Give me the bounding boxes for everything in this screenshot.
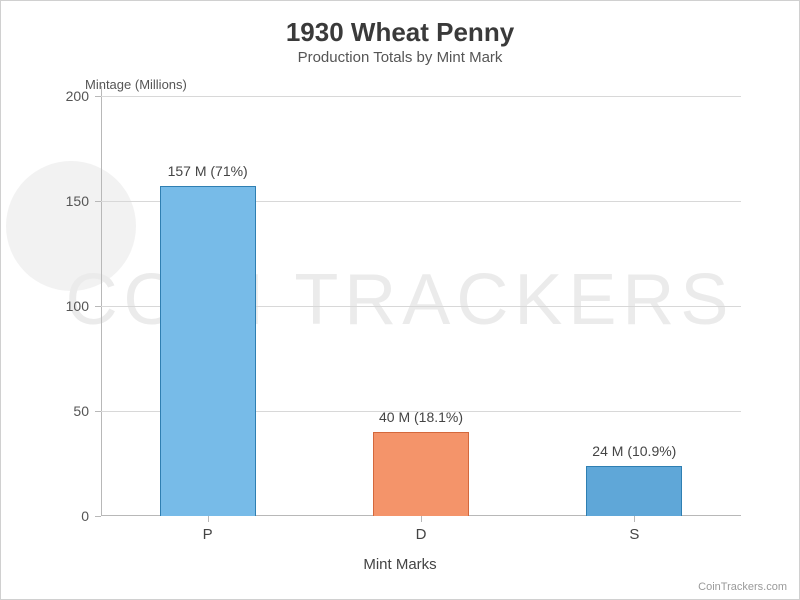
x-tick (421, 516, 422, 522)
gridline (101, 96, 741, 97)
y-tick-label: 0 (81, 508, 89, 524)
bar-label: 157 M (71%) (168, 163, 248, 179)
bar-p: 157 M (71%) (160, 186, 256, 516)
y-tick (95, 306, 101, 307)
x-axis-title: Mint Marks (1, 556, 799, 573)
x-tick-label: P (203, 526, 213, 543)
bar-label: 40 M (18.1%) (379, 409, 463, 425)
y-tick (95, 516, 101, 517)
x-tick-label: D (416, 526, 427, 543)
chart-subtitle: Production Totals by Mint Mark (1, 49, 799, 66)
attribution: CoinTrackers.com (698, 581, 787, 593)
plot-area: 050100150200157 M (71%)P40 M (18.1%)D24 … (101, 96, 741, 516)
y-tick-label: 50 (73, 403, 89, 419)
chart-container: COIN TRACKERS 1930 Wheat Penny Productio… (0, 0, 800, 600)
y-axis-line (101, 86, 102, 516)
y-tick-label: 100 (66, 298, 89, 314)
y-tick (95, 96, 101, 97)
x-tick (208, 516, 209, 522)
chart-title: 1930 Wheat Penny (1, 17, 799, 48)
x-tick (634, 516, 635, 522)
y-tick (95, 411, 101, 412)
bar-s: 24 M (10.9%) (586, 466, 682, 516)
bar-label: 24 M (10.9%) (592, 443, 676, 459)
x-tick-label: S (629, 526, 639, 543)
bar-d: 40 M (18.1%) (373, 432, 469, 516)
y-tick-label: 200 (66, 88, 89, 104)
y-tick (95, 201, 101, 202)
y-tick-label: 150 (66, 193, 89, 209)
